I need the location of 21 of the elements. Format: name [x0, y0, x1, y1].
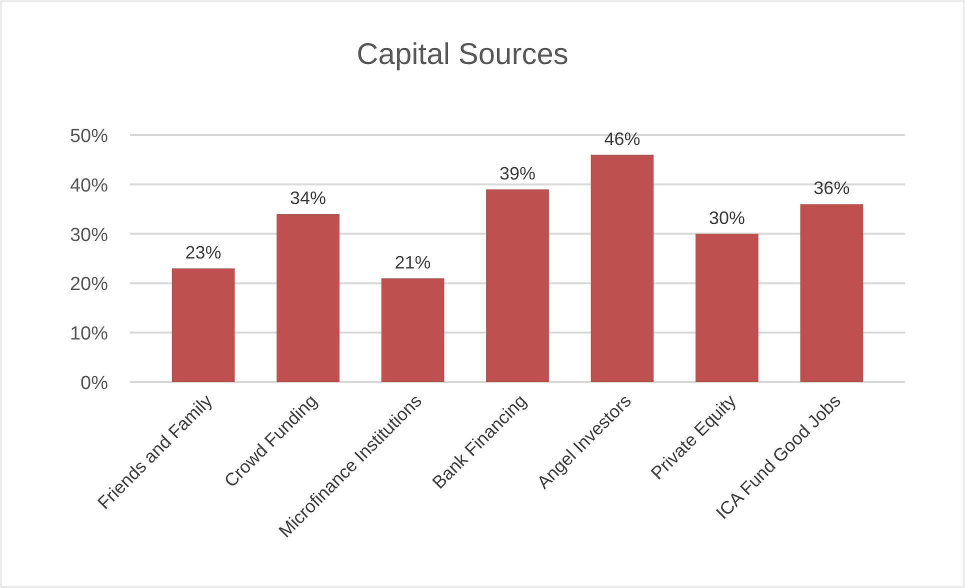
- y-tick-label: 50%: [70, 126, 108, 147]
- bar: [172, 268, 235, 382]
- bar: [381, 278, 444, 382]
- bar: [696, 234, 758, 382]
- bar: [486, 189, 549, 382]
- data-label: 39%: [499, 163, 536, 184]
- data-label: 46%: [604, 128, 640, 149]
- data-label: 23%: [185, 242, 222, 262]
- y-tick-label: 20%: [70, 274, 108, 296]
- bar: [800, 204, 864, 382]
- y-tick-label: 30%: [70, 224, 108, 246]
- bar: [276, 214, 340, 382]
- chart-title: Capital Sources: [356, 38, 568, 71]
- data-label: 30%: [708, 208, 745, 228]
- y-tick-label: 40%: [70, 175, 108, 196]
- bar: [590, 154, 654, 382]
- data-label: 34%: [290, 188, 326, 208]
- y-tick-label: 10%: [70, 324, 108, 345]
- y-tick-label: 0%: [80, 373, 108, 394]
- data-label: 21%: [394, 252, 431, 272]
- data-label: 36%: [814, 178, 850, 198]
